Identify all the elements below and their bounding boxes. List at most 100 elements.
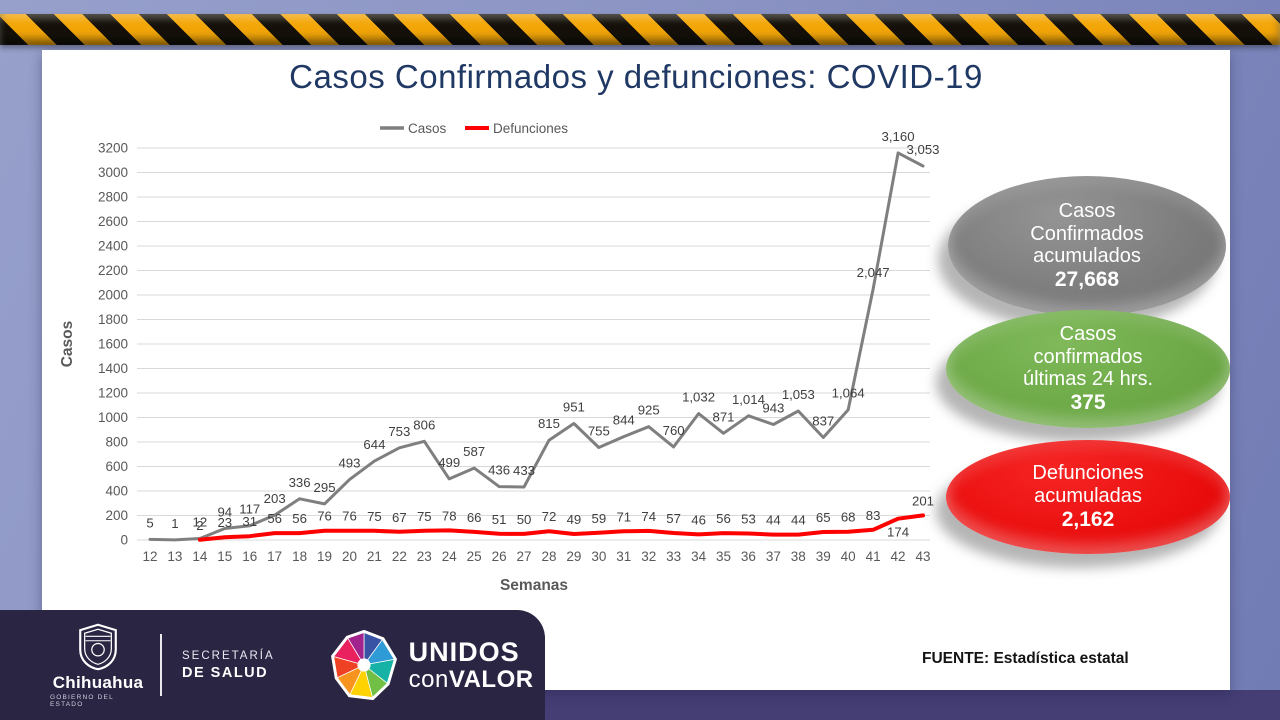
- svg-text:3000: 3000: [98, 165, 128, 180]
- svg-text:50: 50: [517, 512, 532, 527]
- svg-text:2400: 2400: [98, 239, 128, 254]
- svg-text:78: 78: [442, 508, 457, 523]
- svg-text:31: 31: [242, 514, 257, 529]
- badge-value: 2,162: [1061, 507, 1115, 531]
- svg-text:800: 800: [105, 435, 128, 450]
- svg-text:40: 40: [841, 549, 856, 564]
- badge-line: acumuladas: [1034, 485, 1142, 508]
- health-department-label: SECRETARÍA DE SALUD: [182, 650, 275, 681]
- svg-text:493: 493: [338, 456, 360, 471]
- badge-line: Casos: [1058, 199, 1116, 222]
- svg-text:19: 19: [317, 549, 332, 564]
- unidos-con-valor-logo: UNIDOS conVALOR: [327, 627, 534, 703]
- svg-text:Casos: Casos: [59, 321, 76, 368]
- svg-text:51: 51: [492, 512, 507, 527]
- caution-tape-stripe: [0, 14, 1280, 45]
- svg-text:Casos: Casos: [408, 121, 447, 136]
- svg-text:33: 33: [666, 549, 681, 564]
- footer-divider: [160, 634, 162, 696]
- dept-line1: SECRETARÍA: [182, 649, 275, 662]
- svg-text:29: 29: [566, 549, 581, 564]
- svg-text:76: 76: [317, 509, 332, 524]
- defunciones-line: [197, 513, 925, 542]
- svg-text:925: 925: [638, 403, 660, 418]
- svg-text:46: 46: [691, 512, 706, 527]
- svg-text:20: 20: [342, 549, 357, 564]
- svg-text:2: 2: [196, 518, 203, 533]
- badge-line: Casos: [1059, 322, 1117, 345]
- campaign-valor: VALOR: [448, 665, 534, 693]
- svg-text:2200: 2200: [98, 263, 128, 278]
- svg-text:15: 15: [217, 549, 232, 564]
- svg-text:174: 174: [887, 525, 909, 540]
- svg-text:67: 67: [392, 510, 407, 525]
- svg-text:35: 35: [716, 549, 731, 564]
- campaign-line2: conVALOR: [409, 665, 534, 693]
- svg-text:34: 34: [691, 549, 707, 564]
- svg-text:644: 644: [363, 437, 385, 452]
- svg-text:2,047: 2,047: [857, 265, 890, 280]
- page-title: Casos Confirmados y defunciones: COVID-1…: [289, 58, 983, 95]
- badge-cumulative-cases: Casos Confirmados acumulados 27,668: [948, 176, 1226, 316]
- svg-text:1000: 1000: [98, 410, 128, 425]
- svg-text:14: 14: [192, 549, 208, 564]
- badge-cumulative-deaths: Defunciones acumuladas 2,162: [946, 440, 1230, 554]
- svg-text:23: 23: [217, 515, 232, 530]
- badge-line: confirmados: [1033, 345, 1143, 368]
- svg-text:25: 25: [467, 549, 482, 564]
- svg-text:17: 17: [267, 549, 282, 564]
- svg-text:71: 71: [616, 509, 631, 524]
- svg-text:600: 600: [105, 459, 128, 474]
- svg-text:24: 24: [442, 549, 458, 564]
- svg-text:16: 16: [242, 549, 257, 564]
- svg-text:31: 31: [616, 549, 631, 564]
- svg-text:2000: 2000: [98, 288, 128, 303]
- svg-text:43: 43: [915, 549, 930, 564]
- logo-subtitle: GOBIERNO DEL ESTADO: [50, 693, 114, 708]
- svg-text:94: 94: [217, 504, 232, 519]
- svg-text:Semanas: Semanas: [500, 577, 568, 594]
- svg-text:41: 41: [866, 549, 881, 564]
- svg-text:12: 12: [142, 549, 157, 564]
- svg-text:400: 400: [105, 484, 128, 499]
- svg-text:2600: 2600: [98, 214, 128, 229]
- badge-cases-24h: Casos confirmados últimas 24 hrs. 375: [946, 310, 1230, 428]
- svg-text:66: 66: [467, 510, 482, 525]
- svg-text:0: 0: [120, 533, 128, 548]
- chart-card: Casos Confirmados y defunciones: COVID-1…: [42, 50, 1230, 690]
- svg-text:1400: 1400: [98, 361, 128, 376]
- svg-text:871: 871: [713, 409, 735, 424]
- badge-line: últimas 24 hrs.: [1022, 368, 1154, 391]
- svg-text:76: 76: [342, 509, 357, 524]
- svg-text:65: 65: [816, 510, 831, 525]
- svg-text:1,032: 1,032: [682, 390, 715, 405]
- svg-text:203: 203: [264, 491, 286, 506]
- svg-text:56: 56: [292, 511, 307, 526]
- chihuahua-shield-icon: [79, 623, 117, 670]
- svg-text:23: 23: [417, 549, 432, 564]
- chihuahua-government-logo: Chihuahua GOBIERNO DEL ESTADO: [50, 623, 146, 708]
- footer-bar: Chihuahua GOBIERNO DEL ESTADO SECRETARÍA…: [0, 610, 545, 720]
- covid-line-chart: 0200400600800100012001400160018002000220…: [59, 121, 940, 594]
- svg-text:499: 499: [438, 455, 460, 470]
- svg-text:38: 38: [791, 549, 806, 564]
- campaign-line1: UNIDOS: [408, 636, 520, 667]
- svg-text:1200: 1200: [98, 386, 128, 401]
- svg-text:295: 295: [314, 480, 336, 495]
- svg-text:49: 49: [567, 512, 582, 527]
- state-map-icon: [330, 629, 397, 701]
- svg-text:74: 74: [641, 509, 656, 524]
- svg-text:117: 117: [239, 502, 260, 517]
- casos-line: [148, 151, 925, 542]
- badge-line: Confirmados: [1030, 222, 1144, 245]
- svg-text:22: 22: [392, 549, 407, 564]
- svg-text:21: 21: [367, 549, 382, 564]
- svg-text:27: 27: [517, 549, 532, 564]
- svg-text:760: 760: [663, 423, 685, 438]
- svg-text:72: 72: [542, 509, 557, 524]
- svg-text:1: 1: [171, 516, 178, 531]
- svg-text:1,064: 1,064: [832, 386, 865, 401]
- svg-text:13: 13: [167, 549, 182, 564]
- svg-text:32: 32: [641, 549, 656, 564]
- svg-text:39: 39: [816, 549, 831, 564]
